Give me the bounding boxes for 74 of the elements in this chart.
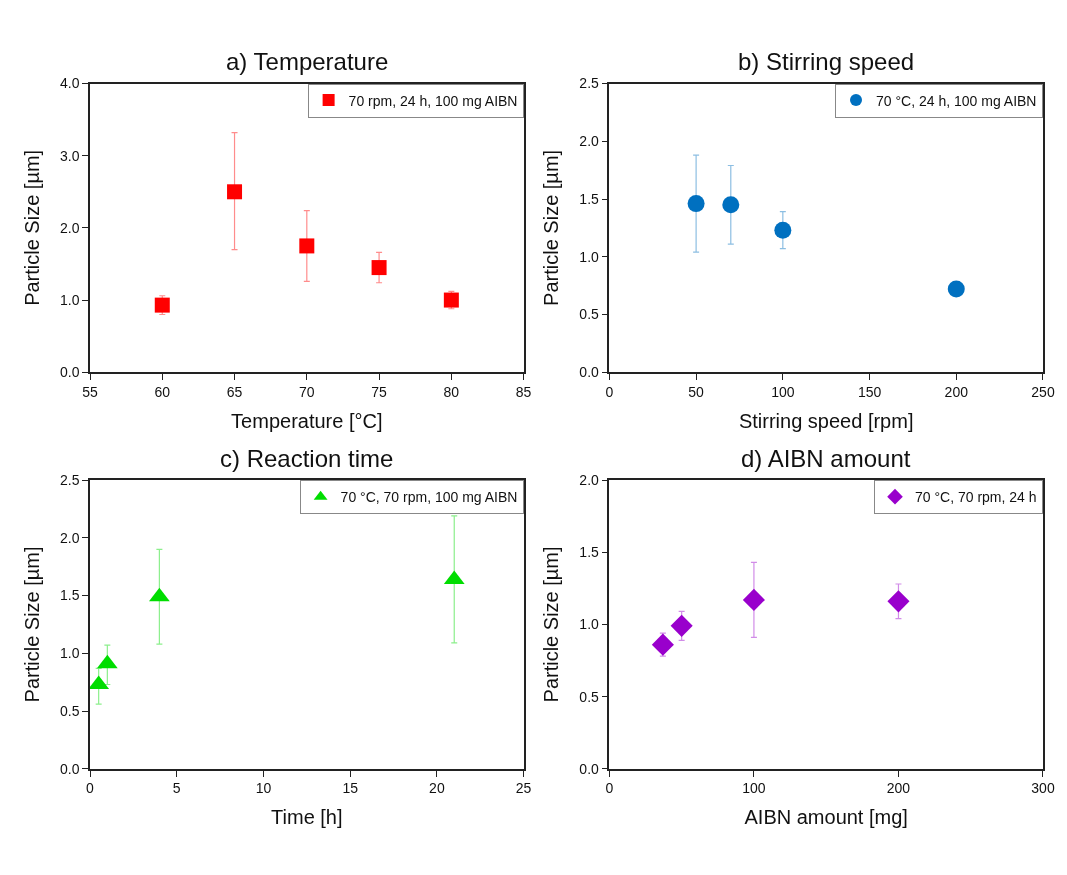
y-tick-label: 0.5 [579,688,600,705]
point [299,238,315,254]
y-tick-label: 0.0 [579,364,600,381]
point [227,184,243,200]
x-tick-label: 0 [86,780,95,797]
x-tick-label: 100 [742,780,766,797]
x-tick-label: 20 [429,780,445,797]
x-tick-label: 75 [371,383,388,400]
legend-label: 70 °C, 70 rpm, 24 h [915,489,1037,506]
point [443,292,459,308]
x-tick-label: 150 [857,383,882,400]
point [887,590,910,613]
x-axis-title: Time [h] [271,806,343,829]
x-tick-label: 0 [605,383,614,400]
x-tick-label: 85 [515,383,532,400]
y-tick-label: 1.5 [59,587,80,604]
y-tick-label: 2.5 [59,471,80,488]
y-axis-title: Particle Size [µm] [20,149,43,306]
x-tick-label: 70 [299,383,315,400]
point [742,588,765,611]
y-axis-title: Particle Size [µm] [20,546,43,703]
legend-label: 70 °C, 24 h, 100 mg AIBN [876,92,1037,109]
x-tick-label: 55 [82,383,98,400]
chart-title: b) Stirring speed [738,48,915,75]
y-tick-label: 4.0 [59,75,80,92]
x-tick-label: 5 [172,780,181,797]
y-tick-label: 1.5 [579,544,600,561]
y-tick-label: 0.5 [579,306,600,323]
x-axis-title: Temperature [°C] [231,409,383,432]
legend-label: 70 °C, 70 rpm, 100 mg AIBN [340,489,518,506]
x-tick-label: 0 [605,780,614,797]
point [371,260,387,276]
y-tick-label: 0.5 [59,702,80,719]
x-axis-title: AIBN amount [mg] [744,806,908,829]
y-tick-label: 0.0 [59,760,80,777]
y-tick-label: 2.0 [579,133,600,150]
y-tick-label: 1.0 [579,248,600,265]
x-tick-label: 15 [342,780,359,797]
y-tick-label: 3.0 [59,147,80,164]
point [947,280,965,298]
y-tick-label: 0.0 [579,760,600,777]
point [651,633,674,656]
x-tick-label: 250 [1031,383,1055,400]
chart-title: d) AIBN amount [741,445,911,472]
point [722,196,740,214]
x-tick-label: 60 [154,383,171,400]
x-axis-title: Stirring speed [rpm] [738,409,914,432]
y-tick-label: 1.0 [59,645,80,662]
point [154,297,170,313]
x-tick-label: 50 [688,383,705,400]
y-tick-label: 2.0 [59,219,80,236]
point [670,614,693,637]
x-tick-label: 10 [255,780,272,797]
y-tick-label: 1.0 [579,616,600,633]
y-axis-title: Particle Size [µm] [540,546,563,703]
y-tick-label: 1.5 [579,190,600,207]
x-tick-label: 300 [1031,780,1055,797]
chart-title: a) Temperature [226,48,389,75]
legend-label: 70 rpm, 24 h, 100 mg AIBN [348,92,518,109]
point [687,195,705,213]
y-tick-label: 2.0 [59,529,80,546]
x-tick-label: 80 [443,383,460,400]
chart-title: c) Reaction time [220,445,394,472]
x-tick-label: 25 [515,780,532,797]
y-axis-title: Particle Size [µm] [540,149,563,306]
x-tick-label: 100 [771,383,795,400]
x-tick-label: 200 [886,780,911,797]
x-tick-label: 65 [226,383,243,400]
y-tick-label: 1.0 [59,291,80,308]
x-tick-label: 200 [944,383,969,400]
y-tick-label: 2.0 [579,471,600,488]
point [774,221,792,239]
y-tick-label: 2.5 [579,75,600,92]
y-tick-label: 0.0 [59,364,80,381]
